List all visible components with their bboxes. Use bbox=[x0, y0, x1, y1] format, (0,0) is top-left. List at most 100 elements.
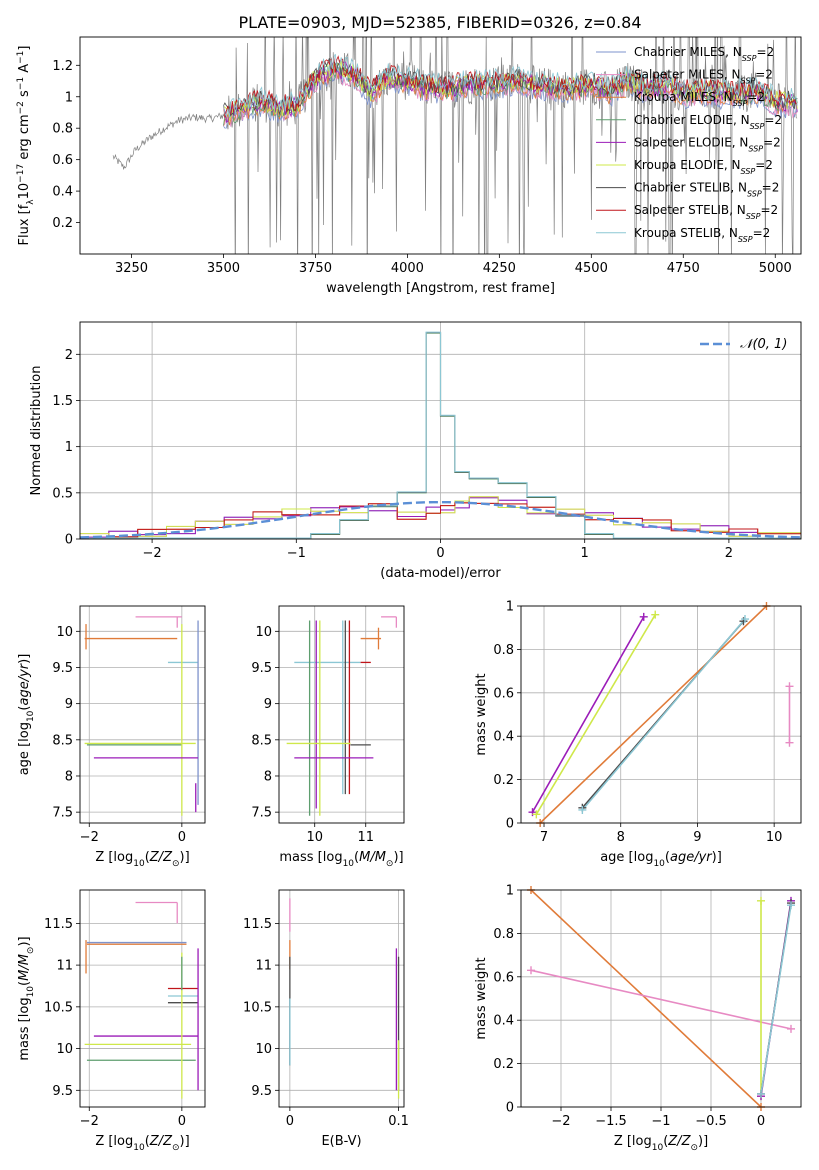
weight-line-salpeter-miles bbox=[530, 969, 792, 1030]
y-tick-label: 7.5 bbox=[251, 806, 272, 821]
x-tick-label: −1.5 bbox=[595, 1114, 627, 1129]
x-axis-label: Z [log10(Z/Z⊙)] bbox=[614, 1134, 708, 1153]
label-part: SSP bbox=[741, 167, 756, 176]
y-tick-label: 11 bbox=[56, 959, 73, 974]
label-part: SSP bbox=[747, 189, 762, 198]
label-part: Z [log bbox=[95, 1134, 133, 1149]
label-part: SSP bbox=[742, 54, 757, 63]
label-part: age [log bbox=[17, 722, 32, 775]
label-part: ( bbox=[354, 850, 359, 865]
label-part: =2 bbox=[763, 135, 781, 149]
legend-label: Kroupa ELODIE, NSSP=2 bbox=[634, 158, 773, 176]
weight-line-salpeter-elodie bbox=[531, 616, 645, 813]
y-tick-label: 0.8 bbox=[493, 643, 514, 658]
label-part: 10 bbox=[343, 859, 355, 869]
point-kroupa-elodie bbox=[651, 610, 660, 619]
y-tick-label: 9.5 bbox=[52, 661, 73, 676]
x-tick-label: 10 bbox=[306, 830, 323, 845]
label-part: =2 bbox=[762, 181, 780, 195]
y-tick-label: 1 bbox=[65, 90, 73, 105]
x-tick-label: 10 bbox=[766, 830, 783, 845]
label-part: ] bbox=[17, 46, 32, 51]
label-part: 10 bbox=[17, 183, 32, 200]
x-tick-label: −2 bbox=[80, 1114, 99, 1129]
label-part: =2 bbox=[760, 203, 778, 217]
y-axis-label: age [log10(age/yr)] bbox=[17, 654, 36, 776]
plot-area bbox=[531, 606, 791, 823]
y-tick-label: 9 bbox=[264, 697, 272, 712]
point-kroupa-elodie bbox=[532, 810, 541, 819]
x-axis-label: Z [log10(Z/Z⊙)] bbox=[95, 1134, 189, 1153]
plot-area bbox=[80, 331, 801, 539]
label-part: ( bbox=[17, 981, 32, 986]
x-tick-label: 2 bbox=[725, 546, 733, 561]
label-part: =2 bbox=[755, 68, 773, 82]
y-tick-label: 0.4 bbox=[493, 1014, 514, 1029]
weight-line-kroupa-elodie bbox=[535, 614, 656, 815]
x-tick-label: 3250 bbox=[115, 261, 148, 276]
label-part: mass [log bbox=[279, 850, 342, 865]
plot-area bbox=[286, 616, 397, 816]
y-tick-label: 0.4 bbox=[52, 185, 73, 200]
label-part: =2 bbox=[764, 113, 782, 127]
y-tick-label: 10 bbox=[56, 625, 73, 640]
point-salpeter-miles bbox=[787, 1024, 795, 1033]
x-tick-label: 4250 bbox=[483, 261, 516, 276]
label-part: Z/Z bbox=[149, 1134, 173, 1149]
label-part: −2 bbox=[16, 101, 26, 114]
label-part: )] bbox=[393, 850, 403, 865]
axes-frame bbox=[278, 605, 405, 824]
y-tick-label: 0.6 bbox=[52, 153, 73, 168]
label-part: )] bbox=[698, 1134, 708, 1149]
x-tick-label: 11 bbox=[357, 830, 374, 845]
x-axis-label: (data-model)/error bbox=[380, 566, 501, 581]
label-part: Chabrier MILES, N bbox=[634, 45, 742, 59]
x-tick-label: 0.1 bbox=[388, 1114, 409, 1129]
label-part: =2 bbox=[756, 45, 774, 59]
y-tick-label: 0.2 bbox=[493, 1057, 514, 1072]
y-tick-label: 0.8 bbox=[52, 122, 73, 137]
label-part: Salpeter STELIB, N bbox=[634, 203, 746, 217]
point-kroupa-stelib bbox=[578, 805, 587, 814]
axes-frame bbox=[520, 889, 802, 1108]
axes-frame bbox=[79, 36, 802, 255]
label-part: mass [log bbox=[17, 997, 32, 1060]
point-salpeter-miles bbox=[527, 966, 535, 975]
x-tick-label: −2 bbox=[143, 546, 162, 561]
y-axis-label: mass [log10(M/M⊙)] bbox=[17, 936, 36, 1060]
y-tick-label: 0.4 bbox=[493, 730, 514, 745]
legend-label: Salpeter MILES, NSSP=2 bbox=[634, 68, 773, 86]
y-tick-label: 11 bbox=[255, 959, 272, 974]
y-tick-label: 0.2 bbox=[52, 216, 73, 231]
histogram-salpeter-stelib bbox=[80, 502, 801, 539]
plot-area bbox=[112, 37, 798, 254]
figure-title: PLATE=0903, MJD=52385, FIBERID=0326, z=0… bbox=[238, 13, 641, 32]
plot-area bbox=[84, 901, 199, 1099]
y-tick-label: 0.2 bbox=[493, 773, 514, 788]
label-part: Salpeter MILES, N bbox=[634, 68, 741, 82]
y-tick-label: 0.6 bbox=[493, 686, 514, 701]
x-axis-label: age [log10(age/yr)] bbox=[600, 850, 722, 869]
plot-area bbox=[84, 616, 199, 816]
model-spectrum-salpeter-stelib bbox=[223, 55, 798, 118]
y-tick-label: 2 bbox=[65, 348, 73, 363]
y-tick-label: 10.5 bbox=[44, 1000, 73, 1015]
label-part: 10 bbox=[653, 859, 665, 869]
y-tick-label: 0.5 bbox=[52, 486, 73, 501]
plot-area bbox=[289, 898, 400, 1099]
x-tick-label: 4000 bbox=[391, 261, 424, 276]
label-part: )] bbox=[180, 850, 190, 865]
label-part: age [log bbox=[600, 850, 653, 865]
mass-vs-extinction-panel: 0 0.1 9.5 10 10.5 11 11.5 E(B-V) bbox=[243, 889, 409, 1149]
y-tick-label: 9 bbox=[65, 697, 73, 712]
y-axis-label: mass weight bbox=[474, 957, 489, 1039]
x-tick-label: 0 bbox=[757, 1114, 765, 1129]
axes-frame bbox=[79, 605, 206, 824]
point-kroupa-stelib bbox=[741, 615, 749, 624]
y-tick-label: 0.8 bbox=[493, 927, 514, 942]
label-part: 10 bbox=[26, 710, 36, 722]
y-tick-label: 0.6 bbox=[493, 970, 514, 985]
